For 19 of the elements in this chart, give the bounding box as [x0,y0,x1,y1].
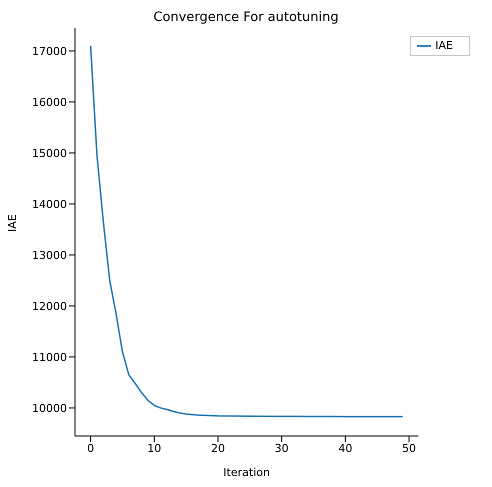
y-tick-label: 14000 [32,198,67,211]
y-tick-label: 10000 [32,402,67,415]
x-tick-label: 40 [338,442,352,455]
line-series [90,45,404,418]
y-tick-label: 11000 [32,350,67,364]
chart-title: Convergence For autotuning [152,9,340,27]
x-axis-title: Iteration [223,466,270,479]
x-tick-label: 50 [402,442,416,455]
y-tick-label: 17000 [32,44,67,58]
legend-label: IAE [435,39,453,52]
y-tick-label: 16000 [32,96,67,109]
y-tick-label: 12000 [32,300,67,313]
y-axis-title: IAE [6,214,19,232]
x-tick-label: 10 [147,442,162,455]
y-tick-label: 13000 [32,248,67,262]
y-tick-label: 15000 [32,146,67,160]
x-tick-label: 30 [274,442,289,455]
x-tick-label: 0 [87,442,94,455]
x-tick-label: 20 [210,442,225,455]
